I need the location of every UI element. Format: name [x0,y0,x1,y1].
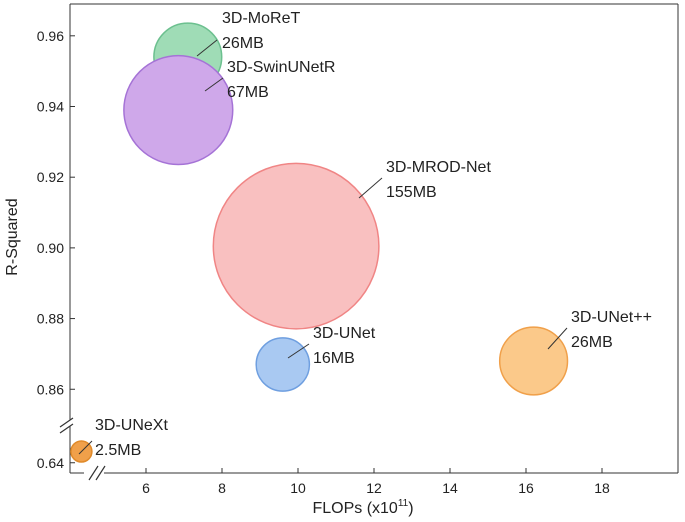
x-axis-title: FLOPs (x1011) [312,498,413,517]
x-tick-label-18: 18 [594,480,610,496]
bubble-3d-unet [256,338,309,391]
x-tick-label-10: 10 [290,480,306,496]
x-tick-label-16: 16 [518,480,534,496]
y-tick-label-0.94: 0.94 [37,99,64,115]
y-axis-title: R-Squared [4,198,21,275]
label-name-3d-swinunetr: 3D-SwinUNetR [227,59,335,76]
leader-line-3d-mrod-net [359,178,382,198]
y-tick-label-0.96: 0.96 [37,28,64,44]
bubble-3d-swinunetr [124,56,233,165]
y-tick-label-0.88: 0.88 [37,311,64,327]
x-axis-title-close: ) [408,500,413,517]
label-name-3d-unetplusplus: 3D-UNet++ [571,309,652,326]
label-name-3d-mrod-net: 3D-MROD-Net [386,159,491,176]
x-tick-label-8: 8 [218,480,226,496]
label-name-3d-moret: 3D-MoReT [222,10,300,27]
bubbles-layer [71,23,568,462]
y-tick-label-0.64: 0.64 [37,455,64,471]
label-size-3d-unetplusplus: 26MB [571,334,613,351]
bubble-3d-mrod-net [213,163,379,329]
label-name-3d-unet: 3D-UNet [313,325,376,342]
y-tick-label-0.92: 0.92 [37,169,64,185]
y-tick-label-0.90: 0.90 [37,240,64,256]
label-size-3d-unet: 16MB [313,350,355,367]
bubble-chart: 3D-MoReT 26MB 3D-SwinUNetR 67MB 3D-MROD-Net 1… [0,0,685,522]
label-size-3d-mrod-net: 155MB [386,184,437,201]
y-tick-label-0.86: 0.86 [37,381,64,397]
x-axis-title-main: FLOPs (x10 [312,500,397,517]
label-size-3d-swinunetr: 67MB [227,84,269,101]
x-tick-label-12: 12 [366,480,382,496]
x-axis-title-superscript: 11 [398,498,409,509]
bubble-3d-unetplusplus [500,327,568,395]
label-name-3d-unext: 3D-UNeXt [95,417,168,434]
x-tick-label-6: 6 [142,480,150,496]
label-size-3d-moret: 26MB [222,35,264,52]
label-size-3d-unext: 2.5MB [95,442,141,459]
x-tick-label-14: 14 [442,480,458,496]
